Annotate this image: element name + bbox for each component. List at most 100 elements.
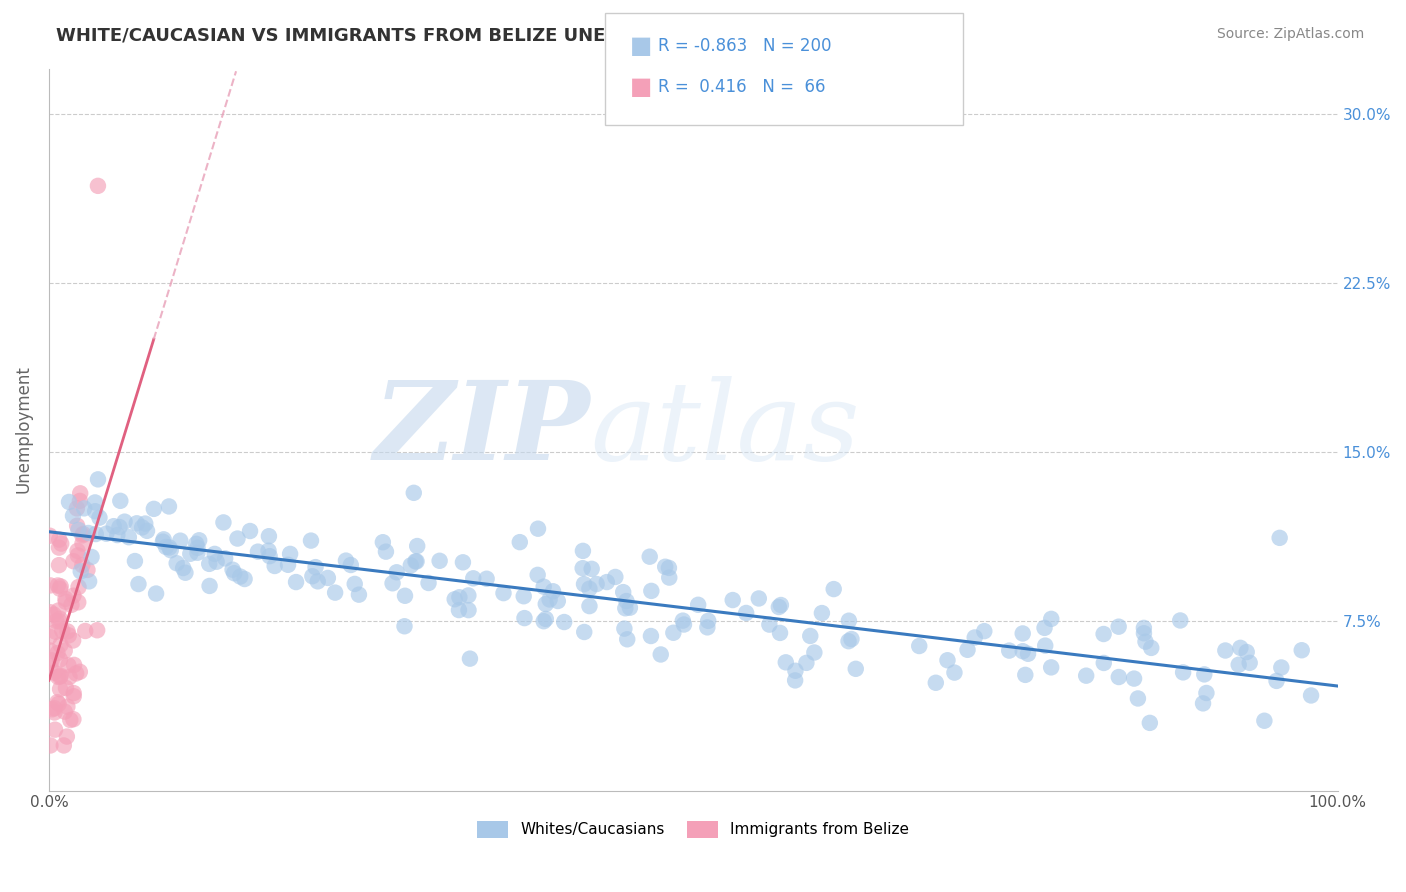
- Point: [1140, 640, 1163, 655]
- Point: [533, 614, 555, 628]
- Point: [1011, 644, 1033, 658]
- Point: [186, 541, 208, 555]
- Point: [169, 533, 191, 548]
- Point: [1192, 697, 1215, 711]
- Point: [512, 589, 534, 603]
- Point: [578, 599, 600, 613]
- Point: [533, 580, 555, 594]
- Point: [405, 554, 427, 568]
- Point: [67, 595, 90, 609]
- Point: [62, 686, 84, 700]
- Point: [1123, 672, 1146, 686]
- Point: [581, 562, 603, 576]
- Point: [402, 485, 425, 500]
- Point: [49, 582, 72, 596]
- Point: [658, 561, 681, 575]
- Point: [80, 549, 103, 564]
- Point: [463, 571, 485, 585]
- Point: [1195, 686, 1218, 700]
- Point: [1265, 673, 1288, 688]
- Point: [105, 528, 128, 542]
- Point: [49, 682, 72, 697]
- Point: [547, 594, 569, 608]
- Point: [1194, 667, 1216, 681]
- Point: [214, 551, 236, 566]
- Text: ■: ■: [630, 76, 652, 99]
- Point: [62, 554, 84, 568]
- Point: [943, 665, 966, 680]
- Point: [688, 598, 710, 612]
- Point: [55, 681, 77, 695]
- Point: [936, 653, 959, 667]
- Point: [51, 624, 73, 638]
- Point: [638, 549, 661, 564]
- Point: [103, 519, 125, 533]
- Point: [212, 516, 235, 530]
- Point: [125, 516, 148, 531]
- Y-axis label: Unemployment: Unemployment: [15, 366, 32, 493]
- Point: [198, 557, 221, 571]
- Point: [1014, 668, 1036, 682]
- Point: [45, 624, 67, 639]
- Point: [613, 622, 636, 636]
- Point: [145, 586, 167, 600]
- Point: [838, 614, 860, 628]
- Point: [72, 558, 94, 573]
- Point: [41, 702, 63, 716]
- Point: [908, 639, 931, 653]
- Point: [1108, 670, 1130, 684]
- Point: [49, 579, 72, 593]
- Point: [38, 643, 60, 657]
- Point: [46, 695, 69, 709]
- Point: [538, 592, 561, 607]
- Point: [323, 585, 346, 599]
- Point: [654, 559, 676, 574]
- Point: [229, 569, 252, 583]
- Point: [458, 651, 481, 665]
- Point: [285, 575, 308, 590]
- Point: [166, 556, 188, 570]
- Point: [204, 547, 226, 561]
- Point: [785, 664, 807, 678]
- Point: [1133, 621, 1156, 635]
- Point: [44, 701, 66, 715]
- Point: [1215, 643, 1237, 657]
- Point: [585, 577, 607, 591]
- Point: [67, 523, 90, 537]
- Point: [1017, 647, 1039, 661]
- Point: [46, 578, 69, 592]
- Point: [1270, 660, 1292, 674]
- Point: [301, 569, 323, 583]
- Point: [1126, 691, 1149, 706]
- Point: [62, 690, 84, 704]
- Point: [404, 554, 426, 568]
- Point: [973, 624, 995, 639]
- Point: [198, 579, 221, 593]
- Point: [1092, 656, 1115, 670]
- Point: [513, 611, 536, 625]
- Point: [605, 570, 627, 584]
- Point: [46, 670, 69, 684]
- Point: [42, 607, 65, 622]
- Point: [48, 697, 70, 711]
- Point: [259, 549, 281, 563]
- Point: [1040, 660, 1063, 674]
- Point: [142, 501, 165, 516]
- Point: [1133, 626, 1156, 640]
- Point: [385, 566, 408, 580]
- Point: [1108, 620, 1130, 634]
- Point: [89, 510, 111, 524]
- Point: [46, 646, 69, 660]
- Point: [534, 597, 557, 611]
- Point: [59, 713, 82, 727]
- Point: [553, 615, 575, 629]
- Point: [697, 614, 720, 628]
- Point: [233, 572, 256, 586]
- Text: ■: ■: [630, 35, 652, 58]
- Point: [418, 576, 440, 591]
- Point: [374, 544, 396, 558]
- Point: [188, 533, 211, 548]
- Point: [696, 620, 718, 634]
- Point: [58, 495, 80, 509]
- Point: [1171, 665, 1194, 680]
